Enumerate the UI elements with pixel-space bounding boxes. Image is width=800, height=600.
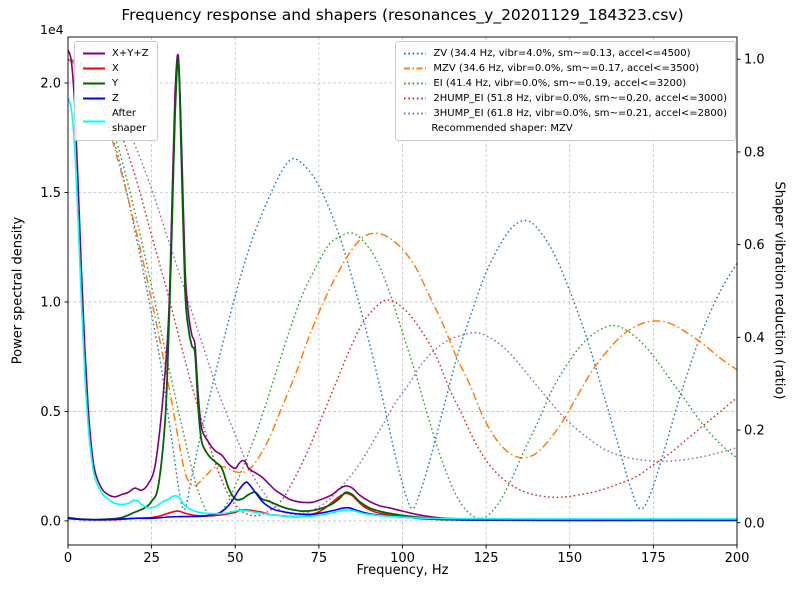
series-2hump-ei xyxy=(68,58,737,517)
figure-title: Frequency response and shapers (resonanc… xyxy=(121,6,684,24)
legend-item: X xyxy=(82,61,149,76)
legend-item: 3HUMP_EI (61.8 Hz, vibr=0.0%, sm~=0.21, … xyxy=(403,106,727,121)
series-group xyxy=(68,49,737,522)
legend-psd-items: X+Y+Z X Y Z After shaper xyxy=(82,46,149,136)
legend-item: After shaper xyxy=(82,106,149,136)
legend-line-swatch-x-y-z xyxy=(83,52,105,55)
legend-line-swatch-x xyxy=(83,67,105,70)
legend-item-label: EI (41.4 Hz, vibr=0.0%, sm~=0.19, accel<… xyxy=(433,78,687,89)
series-after-shaper xyxy=(68,97,737,520)
legend-shaper-items: ZV (34.4 Hz, vibr=4.0%, sm~=0.13, accel<… xyxy=(403,46,727,121)
legend-item: X+Y+Z xyxy=(82,46,149,61)
legend-line-swatch-3hump-ei xyxy=(404,112,427,115)
legend-line-swatch-mzv xyxy=(404,67,427,70)
series-mzv xyxy=(68,58,737,487)
legend-item-label: X xyxy=(112,63,119,74)
x-tick-label: 0 xyxy=(64,551,72,566)
legend-item-label: 3HUMP_EI (61.8 Hz, vibr=0.0%, sm~=0.21, … xyxy=(433,108,727,119)
y-axis-offset-text: 1e4 xyxy=(40,22,64,37)
y-right-tick-label: 0.8 xyxy=(744,145,765,160)
x-tick-label: 175 xyxy=(641,551,666,566)
x-tick-label: 150 xyxy=(557,551,582,566)
y-left-tick-label: 0.5 xyxy=(40,405,61,420)
legend-shapers: ZV (34.4 Hz, vibr=4.0%, sm~=0.13, accel<… xyxy=(395,41,736,141)
legend-line-swatch-z xyxy=(83,97,105,100)
legend-item: MZV (34.6 Hz, vibr=0.0%, sm~=0.17, accel… xyxy=(403,61,727,76)
x-tick-label: 200 xyxy=(725,551,750,566)
y-right-tick-label: 1.0 xyxy=(744,53,765,68)
series-y xyxy=(68,58,737,522)
legend-line-swatch-y xyxy=(83,82,105,85)
legend-psd: X+Y+Z X Y Z After shaper xyxy=(74,41,158,141)
x-tick-label: 50 xyxy=(227,551,244,566)
x-axis-label: Frequency, Hz xyxy=(356,563,449,578)
x-tick-label: 100 xyxy=(390,551,415,566)
legend-line-swatch-zv xyxy=(404,52,427,55)
legend-item-label: Z xyxy=(112,93,119,104)
x-tick-label: 75 xyxy=(311,551,328,566)
legend-item-label: 2HUMP_EI (51.8 Hz, vibr=0.0%, sm~=0.20, … xyxy=(433,93,727,104)
x-tick-label: 25 xyxy=(143,551,160,566)
x-tick-label: 125 xyxy=(474,551,499,566)
legend-line-swatch-after-shaper xyxy=(83,120,105,122)
y-axis-label-left: Power spectral density xyxy=(10,216,26,365)
y-left-tick-label: 2.0 xyxy=(40,76,61,91)
legend-line-swatch-2hump-ei xyxy=(404,97,427,100)
legend-item-label: Y xyxy=(112,78,119,89)
series-x-y-z xyxy=(68,49,737,521)
legend-item-label: X+Y+Z xyxy=(112,48,149,59)
y-left-tick-label: 1.5 xyxy=(40,186,61,201)
y-right-tick-label: 0.0 xyxy=(744,516,765,531)
legend-item: Z xyxy=(82,91,149,106)
legend-item: 2HUMP_EI (51.8 Hz, vibr=0.0%, sm~=0.20, … xyxy=(403,91,727,106)
legend-item-label: ZV (34.4 Hz, vibr=4.0%, sm~=0.13, accel<… xyxy=(433,48,691,59)
y-right-tick-label: 0.2 xyxy=(744,424,765,439)
legend-item: Y xyxy=(82,76,149,91)
y-right-tick-label: 0.6 xyxy=(744,238,765,253)
series-ei xyxy=(68,58,737,520)
legend-item-label: MZV (34.6 Hz, vibr=0.0%, sm~=0.17, accel… xyxy=(433,63,700,74)
y-right-tick-label: 0.4 xyxy=(744,331,765,346)
legend-item-label: After shaper xyxy=(112,108,147,134)
legend-item: ZV (34.4 Hz, vibr=4.0%, sm~=0.13, accel<… xyxy=(403,46,727,61)
legend-recommended-note: Recommended shaper: MZV xyxy=(431,123,573,134)
series-3hump-ei xyxy=(68,58,737,515)
legend-line-swatch-ei xyxy=(404,82,427,85)
y-left-tick-label: 0.0 xyxy=(40,514,61,529)
y-axis-label-right: Shaper vibration reduction (ratio) xyxy=(771,181,787,400)
y-left-tick-label: 1.0 xyxy=(40,295,61,310)
legend-item: EI (41.4 Hz, vibr=0.0%, sm~=0.19, accel<… xyxy=(403,76,727,91)
